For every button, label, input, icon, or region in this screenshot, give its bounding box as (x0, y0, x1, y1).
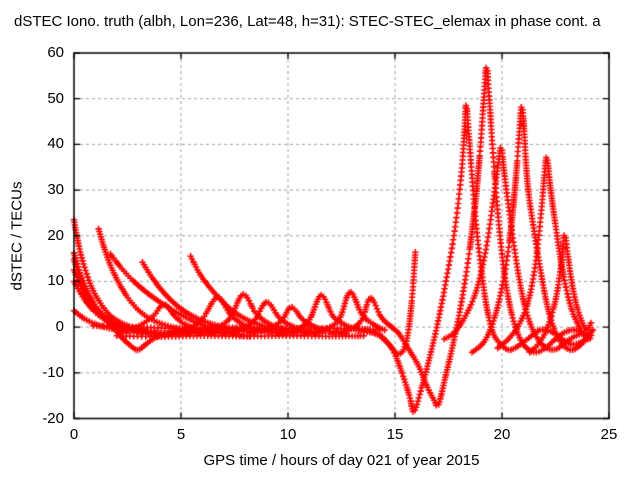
y-tick-label: 50 (47, 89, 64, 107)
y-tick-label: 30 (47, 181, 64, 199)
y-tick-label: -20 (42, 409, 64, 427)
x-tick-label: 10 (279, 426, 297, 443)
x-tick-label: 20 (493, 426, 511, 443)
y-tick-label: 10 (47, 272, 64, 290)
y-tick-label: 40 (47, 135, 64, 153)
x-tick-label: 5 (176, 426, 186, 443)
y-tick-label: 60 (47, 44, 64, 61)
x-axis-label: GPS time / hours of day 021 of year 2015 (203, 452, 480, 469)
y-tick-label: 20 (47, 226, 64, 244)
x-tick-label: 25 (600, 426, 618, 443)
x-tick-label: 0 (69, 426, 79, 443)
y-tick-label: 0 (55, 318, 64, 336)
y-tick-label: -10 (42, 363, 64, 381)
chart-title: dSTEC Iono. truth (albh, Lon=236, Lat=48… (14, 13, 601, 30)
x-tick-label: 15 (386, 426, 404, 443)
